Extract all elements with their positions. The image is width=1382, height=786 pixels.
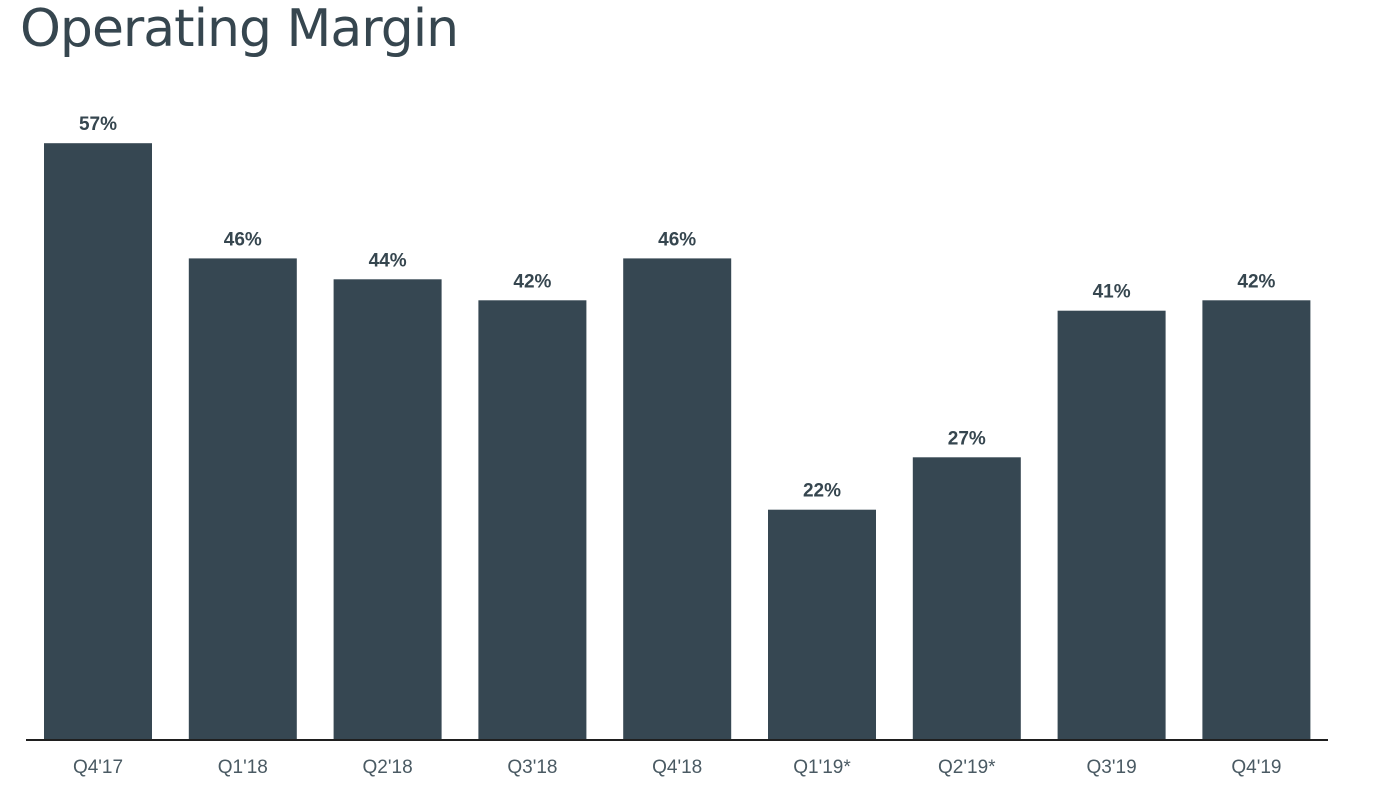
bar-6 bbox=[912, 457, 1021, 740]
bar-0 bbox=[44, 143, 152, 740]
data-label-2: 44% bbox=[369, 250, 407, 271]
x-tick-label-7: Q3'19 bbox=[1087, 757, 1137, 778]
x-tick-label-3: Q3'18 bbox=[507, 757, 557, 778]
data-label-7: 41% bbox=[1093, 282, 1131, 303]
data-labels-group: 57% 46% 44% 42% 46% 22% 27% 41% 42% bbox=[79, 114, 1276, 502]
chart-title: Operating Margin bbox=[20, 0, 459, 59]
bars-group bbox=[44, 143, 1311, 740]
data-label-4: 46% bbox=[658, 229, 696, 250]
x-tick-label-4: Q4'18 bbox=[652, 757, 702, 778]
bar-5 bbox=[768, 509, 876, 740]
bar-4 bbox=[623, 258, 732, 740]
data-label-0: 57% bbox=[79, 114, 117, 135]
bar-7 bbox=[1057, 310, 1166, 740]
x-tick-label-0: Q4'17 bbox=[73, 757, 123, 778]
data-label-6: 27% bbox=[948, 428, 986, 449]
data-label-5: 22% bbox=[803, 481, 841, 502]
bar-8 bbox=[1202, 300, 1311, 740]
x-tick-label-6: Q2'19* bbox=[938, 757, 996, 778]
bar-1 bbox=[188, 258, 297, 740]
data-label-8: 42% bbox=[1237, 271, 1275, 292]
bar-2 bbox=[333, 279, 442, 740]
x-tick-label-5: Q1'19* bbox=[793, 757, 851, 778]
bar-3 bbox=[478, 300, 587, 740]
x-tick-labels-group: Q4'17 Q1'18 Q2'18 Q3'18 Q4'18 Q1'19* Q2'19* Q3'… bbox=[73, 757, 1282, 778]
x-tick-label-1: Q1'18 bbox=[218, 757, 268, 778]
data-label-3: 42% bbox=[513, 271, 551, 292]
x-tick-label-8: Q4'19 bbox=[1231, 757, 1281, 778]
x-tick-label-2: Q2'18 bbox=[363, 757, 413, 778]
data-label-1: 46% bbox=[224, 229, 262, 250]
